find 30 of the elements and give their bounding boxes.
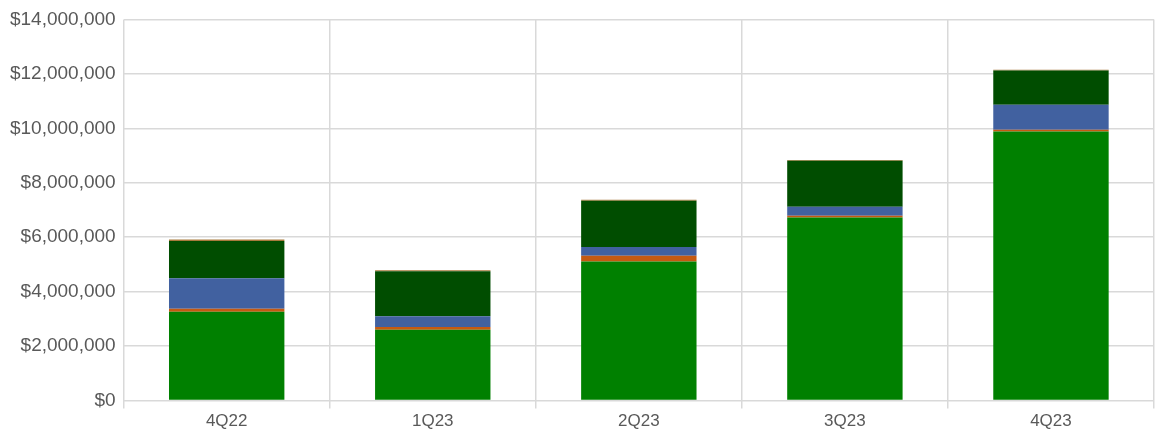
bar [787, 217, 903, 400]
bar [169, 311, 285, 400]
y-tick-label: $10,000,000 [9, 116, 116, 138]
bar [169, 241, 285, 279]
y-tick-label: $14,000,000 [9, 7, 116, 29]
y-tick-label: $4,000,000 [20, 279, 116, 301]
bar [787, 206, 903, 216]
bar [375, 329, 491, 400]
y-tick-label: $2,000,000 [20, 334, 116, 356]
y-tick-label: $6,000,000 [20, 225, 116, 247]
bar [169, 278, 285, 309]
bar [375, 316, 491, 328]
bar [169, 308, 285, 312]
y-tick-label: $12,000,000 [9, 62, 116, 84]
bar [993, 131, 1109, 400]
x-tick-label: 4Q22 [205, 411, 248, 431]
bar [581, 247, 697, 256]
y-tick-label: $8,000,000 [20, 171, 116, 193]
bar [375, 271, 491, 317]
bar [993, 104, 1109, 130]
bar [581, 200, 697, 248]
bar [581, 261, 697, 400]
x-tick-label: 2Q23 [618, 411, 660, 431]
y-tick-label: $0 [94, 388, 116, 410]
x-tick-label: 3Q23 [824, 411, 866, 431]
bar [787, 160, 903, 207]
x-tick-label: 4Q23 [1030, 411, 1072, 431]
bar [375, 327, 491, 330]
bar [993, 70, 1109, 105]
x-tick-label: 1Q23 [411, 411, 454, 431]
